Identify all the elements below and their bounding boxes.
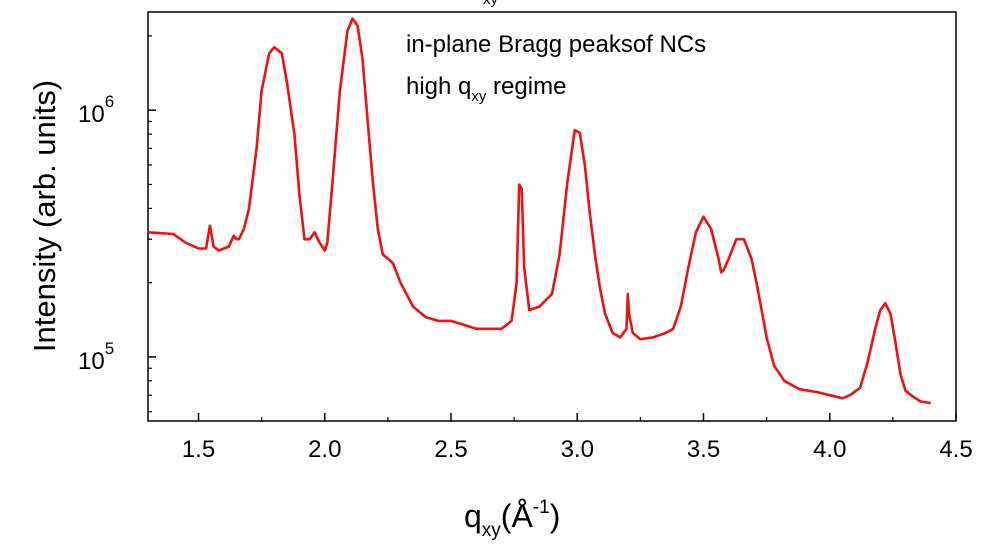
y-tick-label: 106 bbox=[78, 92, 114, 128]
x-axis-title-unit-sup: -1 bbox=[533, 497, 550, 518]
annotation-line-2-main: high q bbox=[406, 73, 471, 100]
x-axis-title-main: q bbox=[464, 498, 482, 534]
annotation-line-2-rest: regime bbox=[486, 73, 566, 100]
y-axis-title: Intensity (arb. units) bbox=[27, 80, 62, 352]
x-tick-label: 2.5 bbox=[434, 436, 467, 463]
x-tick-label: 2.0 bbox=[308, 436, 341, 463]
x-tick-label: 1.5 bbox=[182, 436, 215, 463]
x-axis-title-unit-open: (Å bbox=[501, 498, 534, 534]
x-axis-title-sub: xy bbox=[482, 520, 502, 541]
annotation-line-2-sub: xy bbox=[471, 88, 487, 105]
x-axis-title-unit-close: ) bbox=[550, 498, 561, 534]
y-axis-ticks: 105 106 bbox=[78, 35, 156, 413]
x-tick-label: 4.5 bbox=[939, 436, 972, 463]
x-axis-title: qxy(Å-1) bbox=[464, 497, 560, 541]
x-tick-label: 3.5 bbox=[687, 436, 720, 463]
annotation-line-2: high qxy regime bbox=[406, 73, 566, 105]
y-tick-label: 105 bbox=[78, 339, 114, 375]
annotation-line-1: in-plane Bragg peaksof NCs bbox=[406, 31, 706, 58]
x-tick-label: 4.0 bbox=[813, 436, 846, 463]
top-clipped-subscript: xy bbox=[483, 0, 499, 8]
x-axis-ticks: 1.5 2.0 2.5 3.0 3.5 4.0 4.5 bbox=[182, 413, 973, 463]
plot-frame bbox=[147, 11, 957, 422]
intensity-series-line bbox=[148, 17, 932, 405]
x-tick-label: 3.0 bbox=[561, 436, 594, 463]
